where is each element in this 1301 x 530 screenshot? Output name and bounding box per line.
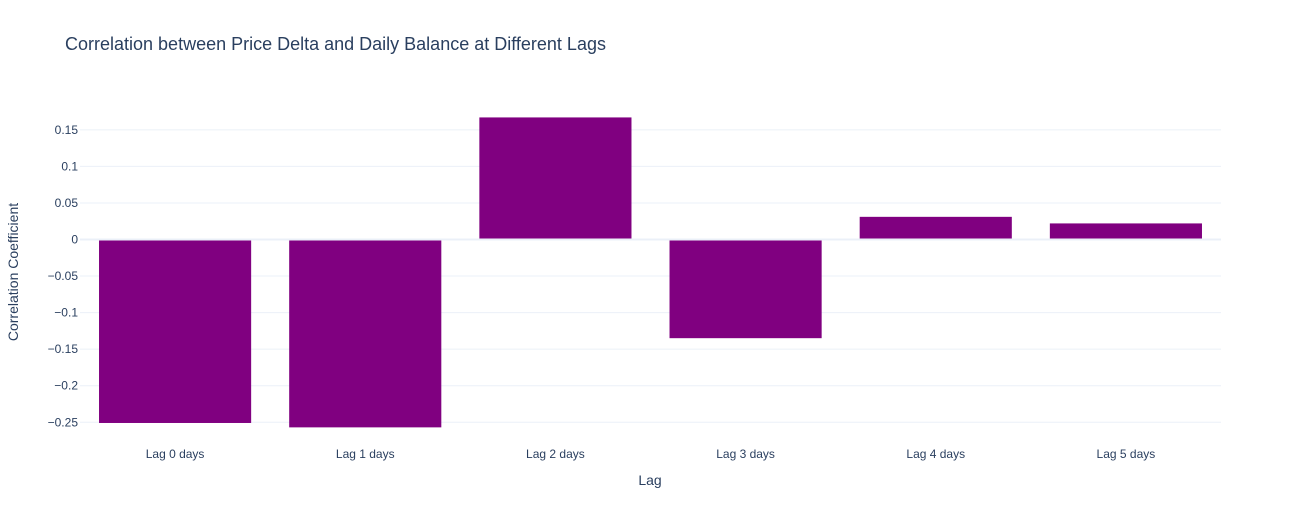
y-tick-label: −0.1 xyxy=(54,306,78,320)
x-axis-title: Lag xyxy=(638,472,661,488)
y-tick-label: −0.15 xyxy=(48,342,79,356)
bar-4[interactable] xyxy=(859,216,1012,240)
y-axis-title: Correlation Coefficient xyxy=(5,203,21,341)
x-tick-label: Lag 1 days xyxy=(336,447,395,461)
y-axis-ticks: 0.15 0.1 0.05 0 −0.05 −0.1 −0.15 −0.2 −0.25 xyxy=(48,123,79,429)
bar-2[interactable] xyxy=(479,117,632,240)
chart-title: Correlation between Price Delta and Dail… xyxy=(65,34,606,54)
bar-0[interactable] xyxy=(99,239,252,423)
x-tick-label: Lag 4 days xyxy=(906,447,965,461)
y-tick-label: 0.1 xyxy=(61,159,78,173)
bar-5[interactable] xyxy=(1049,223,1202,240)
y-tick-label: 0.05 xyxy=(55,196,79,210)
bar-3[interactable] xyxy=(669,239,822,339)
y-tick-label: 0 xyxy=(71,233,78,247)
x-tick-label: Lag 3 days xyxy=(716,447,775,461)
y-tick-label: −0.2 xyxy=(54,379,78,393)
y-tick-label: 0.15 xyxy=(55,123,79,137)
x-tick-label: Lag 5 days xyxy=(1097,447,1156,461)
y-tick-label: −0.05 xyxy=(48,269,79,283)
bars xyxy=(99,117,1202,428)
x-tick-label: Lag 2 days xyxy=(526,447,585,461)
x-axis-ticks: Lag 0 days Lag 1 days Lag 2 days Lag 3 days… xyxy=(146,447,1156,461)
bar-1[interactable] xyxy=(289,239,442,428)
y-tick-label: −0.25 xyxy=(48,415,79,429)
gridlines xyxy=(80,129,1221,423)
x-tick-label: Lag 0 days xyxy=(146,447,205,461)
